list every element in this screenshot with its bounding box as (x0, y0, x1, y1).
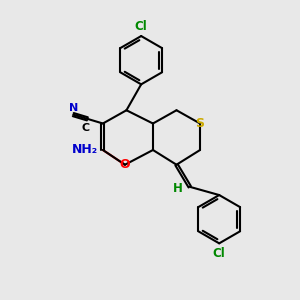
Text: N: N (69, 103, 78, 113)
Text: C: C (82, 123, 90, 133)
Text: O: O (120, 158, 130, 171)
Text: NH₂: NH₂ (71, 143, 98, 157)
Text: Cl: Cl (213, 247, 226, 260)
Text: Cl: Cl (135, 20, 148, 32)
Text: H: H (172, 182, 182, 195)
Text: S: S (196, 117, 205, 130)
